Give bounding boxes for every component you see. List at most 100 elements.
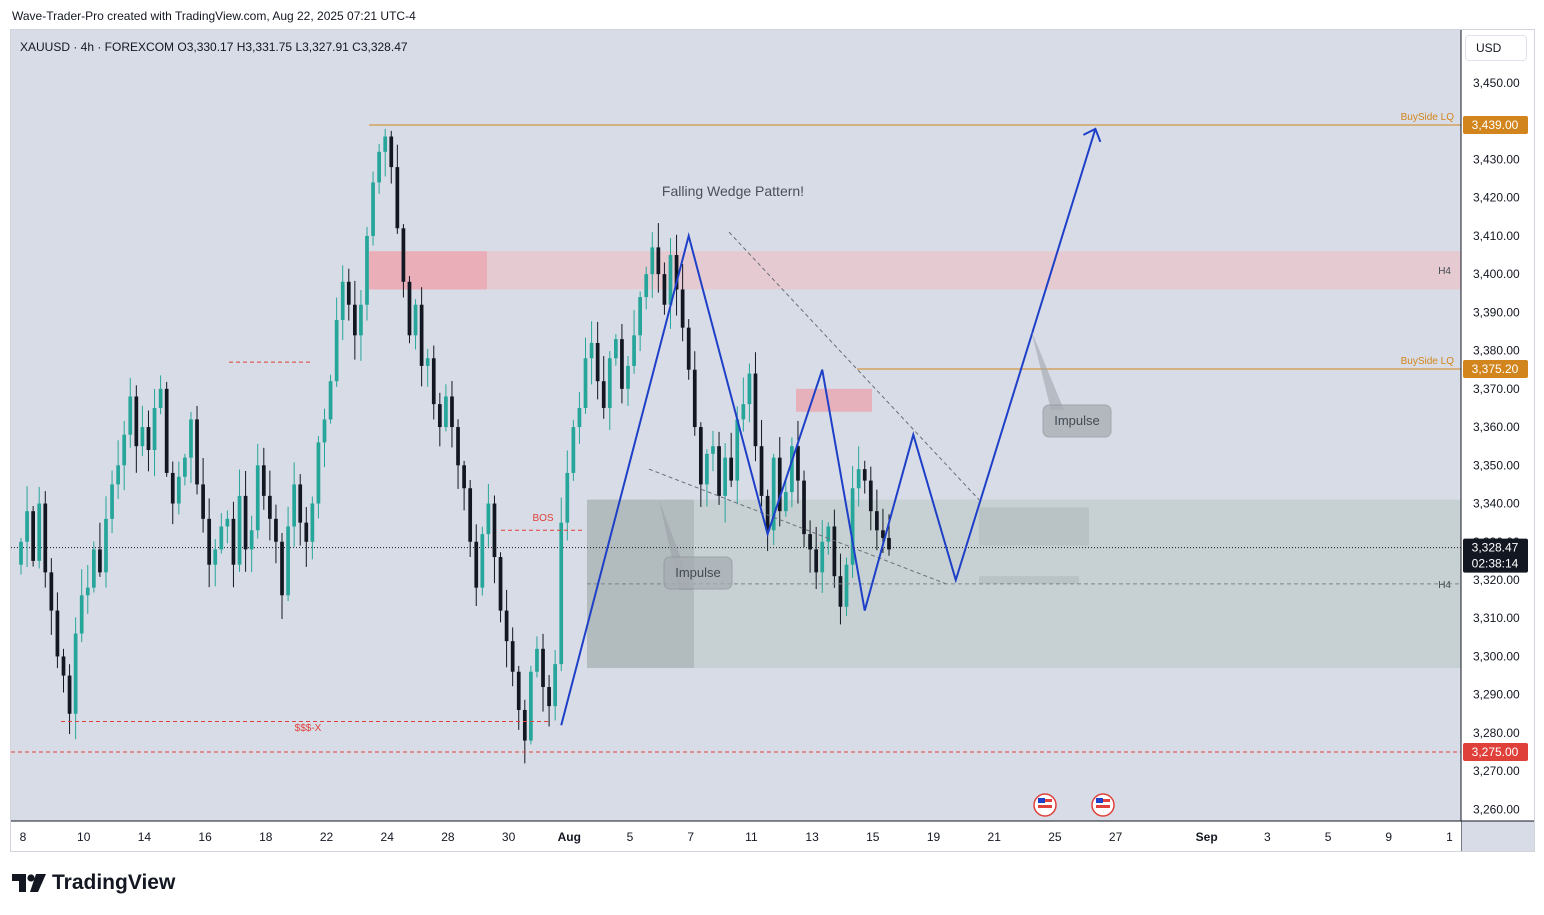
candle bbox=[626, 356, 630, 407]
candle bbox=[504, 589, 509, 668]
candle bbox=[176, 461, 181, 515]
tradingview-brand-text: TradingView bbox=[52, 871, 176, 894]
candle bbox=[595, 321, 600, 400]
price-tick-label: 3,450.00 bbox=[1473, 76, 1520, 90]
candle bbox=[583, 337, 588, 414]
price-level-tag bbox=[1463, 116, 1528, 135]
candle bbox=[261, 447, 266, 510]
impulse-callout-box-1 bbox=[663, 556, 733, 590]
candle bbox=[680, 263, 685, 342]
candle bbox=[31, 506, 35, 567]
price-tick-label: 3,360.00 bbox=[1473, 420, 1520, 434]
price-tick-label: 3,350.00 bbox=[1473, 458, 1520, 472]
candle bbox=[25, 486, 29, 567]
time-tick-label: 5 bbox=[627, 830, 634, 844]
price-tick-label: 3,430.00 bbox=[1473, 152, 1520, 166]
candle bbox=[741, 377, 746, 432]
price-tick-label: 3,400.00 bbox=[1473, 267, 1520, 281]
candle bbox=[377, 143, 381, 194]
candle bbox=[280, 532, 284, 619]
consolidation-box bbox=[979, 507, 1089, 546]
candle bbox=[268, 470, 272, 541]
candle bbox=[516, 665, 521, 730]
candle bbox=[790, 437, 794, 508]
candle bbox=[820, 520, 825, 593]
bos-label: BOS bbox=[532, 513, 553, 524]
candle bbox=[189, 411, 193, 483]
candle bbox=[134, 385, 139, 473]
candle bbox=[19, 537, 23, 575]
price-tick-label: 3,410.00 bbox=[1473, 229, 1520, 243]
us-event-flag-icon bbox=[1091, 793, 1115, 817]
candle bbox=[104, 496, 108, 588]
candle bbox=[255, 443, 260, 539]
candle bbox=[711, 430, 715, 472]
candle bbox=[577, 391, 582, 444]
price-tick-label: 3,390.00 bbox=[1473, 305, 1520, 319]
candle bbox=[862, 460, 867, 494]
candle bbox=[868, 466, 873, 531]
time-tick-label: 11 bbox=[745, 830, 758, 844]
candle bbox=[225, 510, 230, 544]
price-tick-label: 3,300.00 bbox=[1473, 649, 1520, 663]
candle bbox=[419, 287, 424, 387]
candle bbox=[61, 648, 66, 693]
tradingview-logo-icon bbox=[12, 874, 46, 892]
candle bbox=[310, 496, 315, 560]
candle bbox=[431, 345, 436, 420]
price-level-tag-label: 3,439.00 bbox=[1472, 118, 1519, 132]
candle bbox=[383, 128, 388, 177]
buyside-lq-label-1: BuySide LQ bbox=[1401, 112, 1455, 123]
time-tick-label: 16 bbox=[198, 830, 212, 844]
candle bbox=[698, 422, 703, 507]
candle bbox=[565, 450, 570, 541]
candle bbox=[340, 265, 345, 341]
candle bbox=[128, 377, 133, 448]
candle bbox=[686, 319, 691, 380]
candle bbox=[650, 232, 655, 298]
candle bbox=[85, 564, 90, 614]
impulse-callout-box-2 bbox=[1042, 404, 1112, 438]
falling-wedge-title: Falling Wedge Pattern! bbox=[662, 183, 804, 199]
price-level-tag-label: 3,275.00 bbox=[1472, 745, 1519, 759]
time-tick-label: 25 bbox=[1048, 830, 1062, 844]
candle bbox=[850, 465, 855, 578]
time-tick-label: 19 bbox=[927, 830, 941, 844]
candle bbox=[492, 495, 497, 584]
candle bbox=[67, 664, 72, 735]
candle bbox=[49, 558, 54, 635]
candle bbox=[237, 469, 242, 572]
price-tick-label: 3,290.00 bbox=[1473, 688, 1520, 702]
currency-button[interactable]: USD bbox=[1465, 35, 1527, 61]
candle bbox=[474, 524, 479, 606]
candle bbox=[662, 262, 667, 315]
candle bbox=[547, 675, 551, 727]
price-tick-label: 3,340.00 bbox=[1473, 497, 1520, 511]
candle bbox=[498, 552, 503, 623]
time-tick-label: 13 bbox=[805, 830, 819, 844]
candle bbox=[201, 457, 205, 533]
candle bbox=[510, 627, 515, 687]
candle bbox=[365, 226, 369, 321]
price-tick-label: 3,270.00 bbox=[1473, 764, 1520, 778]
candle bbox=[328, 374, 333, 424]
candle bbox=[838, 553, 843, 625]
time-tick-label: 7 bbox=[687, 830, 694, 844]
time-tick-label: 8 bbox=[20, 830, 27, 844]
candle bbox=[352, 280, 357, 360]
candle bbox=[37, 486, 42, 569]
last-price-tag bbox=[1463, 538, 1528, 573]
candle bbox=[765, 489, 770, 552]
time-tick-label: 27 bbox=[1109, 830, 1123, 844]
wave-path bbox=[560, 128, 1097, 726]
time-tick-label: 21 bbox=[988, 830, 1002, 844]
candle bbox=[395, 144, 400, 234]
chart-frame[interactable]: Impulse Impulse Falling Wedge Pattern! BOS $… bbox=[10, 29, 1535, 852]
candle bbox=[747, 363, 752, 423]
candle bbox=[164, 381, 169, 477]
candle bbox=[401, 224, 406, 298]
candle bbox=[73, 617, 78, 740]
price-chart[interactable]: Impulse Impulse Falling Wedge Pattern! BOS $… bbox=[11, 30, 1534, 851]
order-block-zone bbox=[796, 388, 872, 412]
candle bbox=[814, 526, 819, 589]
